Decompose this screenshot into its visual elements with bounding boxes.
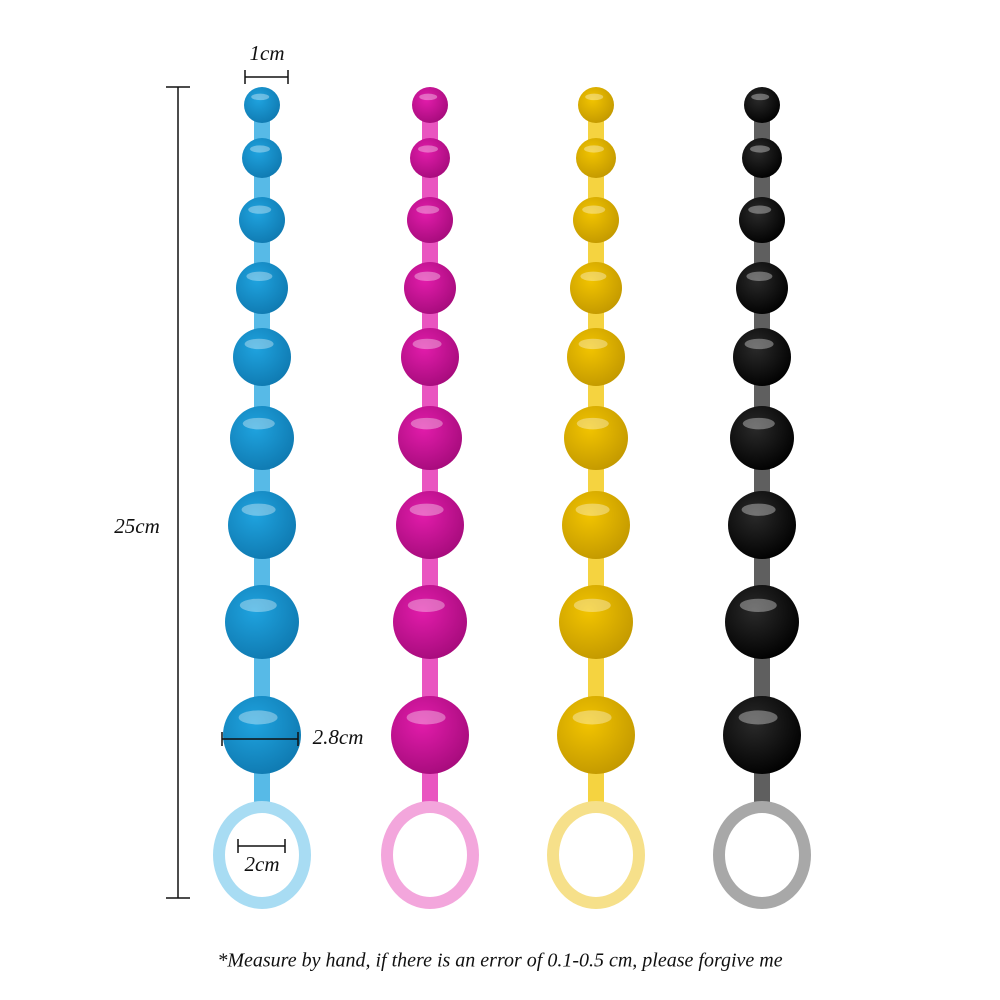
bead-highlight <box>410 417 443 430</box>
bead <box>412 87 448 123</box>
top-width-dimension: 1cm <box>244 41 289 84</box>
bead-highlight <box>407 598 445 613</box>
bead <box>393 585 467 659</box>
bead-highlight <box>582 205 606 214</box>
bead-highlight <box>578 338 608 350</box>
top-width-label: 1cm <box>250 41 285 65</box>
bead-string <box>713 87 811 909</box>
bead-highlight <box>251 93 270 101</box>
bead-highlight <box>241 503 276 516</box>
bead-highlight <box>409 503 444 516</box>
bead <box>396 491 464 559</box>
bead <box>567 328 625 386</box>
bead-highlight <box>242 417 275 430</box>
bead-highlight <box>742 417 775 430</box>
bead-highlight <box>585 93 604 101</box>
bead <box>559 585 633 659</box>
bead-highlight <box>406 710 446 725</box>
bead-strings <box>213 87 811 909</box>
ring <box>381 801 479 909</box>
bead <box>564 406 628 470</box>
bead-highlight <box>750 145 770 153</box>
bead <box>244 87 280 123</box>
bead <box>223 696 301 774</box>
bead <box>744 87 780 123</box>
overlay-dimensions: 2.8cm 2cm <box>221 725 364 876</box>
bead <box>578 87 614 123</box>
bead <box>573 197 619 243</box>
bead <box>739 197 785 243</box>
bead-highlight <box>744 338 774 350</box>
bead <box>410 138 450 178</box>
bead-highlight <box>414 271 441 281</box>
bead-highlight <box>751 93 770 101</box>
bead-string <box>381 87 479 909</box>
bead <box>230 406 294 470</box>
bead <box>398 406 462 470</box>
bead <box>736 262 788 314</box>
bead <box>407 197 453 243</box>
bead <box>728 491 796 559</box>
bead <box>570 262 622 314</box>
bead-highlight <box>248 205 272 214</box>
bead-highlight <box>576 417 609 430</box>
length-label: 25cm <box>114 514 160 538</box>
bead-highlight <box>239 598 277 613</box>
bead-highlight <box>739 598 777 613</box>
bead <box>557 696 635 774</box>
bead <box>730 406 794 470</box>
bead <box>228 491 296 559</box>
bead-highlight <box>748 205 772 214</box>
bead-highlight <box>419 93 438 101</box>
ring <box>713 801 811 909</box>
bead-highlight <box>412 338 442 350</box>
bead-highlight <box>572 710 612 725</box>
footnote: *Measure by hand, if there is an error o… <box>217 950 782 972</box>
bead <box>733 328 791 386</box>
bead <box>723 696 801 774</box>
bead-highlight <box>738 710 778 725</box>
bead <box>225 585 299 659</box>
bead-highlight <box>418 145 438 153</box>
bead-highlight <box>741 503 776 516</box>
bead-string <box>547 87 645 909</box>
bead <box>239 197 285 243</box>
ring-width-label: 2cm <box>245 852 280 876</box>
bead-highlight <box>238 710 278 725</box>
bead-width-label: 2.8cm <box>313 725 364 749</box>
bead-highlight <box>244 338 274 350</box>
bead <box>236 262 288 314</box>
bead-highlight <box>246 271 273 281</box>
bead <box>562 491 630 559</box>
bead <box>233 328 291 386</box>
bead-string <box>213 87 311 909</box>
ring <box>213 801 311 909</box>
bead-highlight <box>250 145 270 153</box>
bead-highlight <box>584 145 604 153</box>
bead-highlight <box>575 503 610 516</box>
bead-highlight <box>416 205 440 214</box>
bead <box>404 262 456 314</box>
bead-highlight <box>580 271 607 281</box>
bead-highlight <box>746 271 773 281</box>
bead-highlight <box>573 598 611 613</box>
bead <box>742 138 782 178</box>
bead <box>391 696 469 774</box>
bead <box>401 328 459 386</box>
bead <box>242 138 282 178</box>
bead <box>576 138 616 178</box>
length-dimension: 25cm <box>114 86 190 899</box>
bead <box>725 585 799 659</box>
ring <box>547 801 645 909</box>
